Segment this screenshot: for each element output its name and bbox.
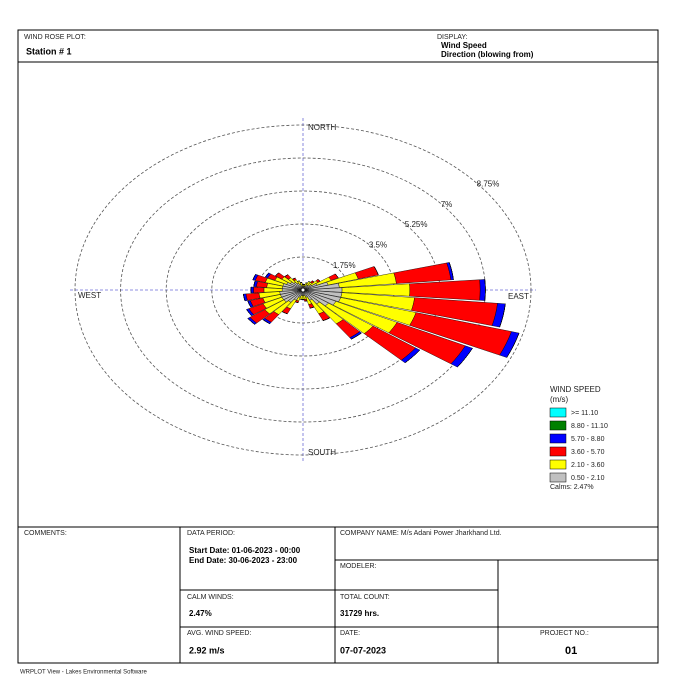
legend-label: 0.50 - 2.10 [571, 475, 605, 482]
ring-label: 3.5% [369, 240, 387, 249]
direction-label: WEST [78, 291, 101, 300]
legend-swatch [549, 459, 567, 470]
bar-segment [247, 318, 255, 325]
bar-segment [351, 332, 362, 340]
bar-segment [247, 300, 252, 308]
bar-segment [253, 286, 265, 294]
legend-swatch [549, 433, 567, 444]
display-line: Direction (blowing from) [441, 50, 534, 59]
display-label: DISPLAY: [437, 34, 468, 41]
legend-swatch [549, 420, 567, 431]
cell-label: AVG. WIND SPEED: [187, 630, 251, 637]
cell-label: TOTAL COUNT: [340, 594, 390, 601]
cell-label: DATA PERIOD: [187, 530, 235, 537]
cell-label: PROJECT NO.: [540, 630, 589, 637]
legend-label: 3.60 - 5.70 [571, 449, 605, 456]
bar-segment [479, 279, 486, 301]
legend-label: >= 11.10 [571, 410, 598, 417]
bar-segment [484, 279, 486, 301]
bar-segment [265, 272, 269, 278]
cell-value: End Date: 30-06-2023 - 23:00 [189, 556, 298, 565]
ring-label: 7% [441, 200, 453, 209]
plot-label: WIND ROSE PLOT: [24, 34, 86, 41]
bar-segment [449, 262, 454, 280]
station: Station # 1 [26, 46, 72, 56]
bar-segment [262, 319, 270, 324]
cell-label: COMPANY NAME: M/s Adani Power Jharkhand … [340, 530, 502, 537]
ring [74, 124, 532, 456]
legend-label: 5.70 - 8.80 [571, 436, 605, 443]
cell-label: CALM WINDS: [187, 594, 234, 601]
frame [17, 29, 659, 664]
bar-segment [297, 280, 300, 282]
calms-label: Calms: 2.47% [550, 484, 594, 491]
cell-value: Start Date: 01-06-2023 - 00:00 [189, 546, 301, 555]
direction-label: EAST [508, 292, 529, 301]
ring-label: 8.75% [477, 180, 500, 189]
legend-title: WIND SPEED [550, 385, 601, 394]
bar-segment [323, 317, 330, 321]
bar-segment [373, 266, 379, 276]
ring-label: 5.25% [405, 220, 428, 229]
bar-segment [284, 274, 289, 277]
bar-segment [282, 311, 288, 315]
bar-segment [295, 301, 299, 303]
bar-segment [252, 274, 256, 281]
cell-value: 31729 hrs. [340, 609, 379, 618]
direction-label: NORTH [308, 123, 337, 132]
bar-segment [246, 309, 252, 316]
footer: WRPLOT View - Lakes Environmental Softwa… [20, 670, 147, 676]
bar-segment [250, 286, 254, 294]
cell-value: 07-07-2023 [340, 645, 386, 655]
bar-segment [404, 349, 420, 363]
legend-swatch [549, 472, 567, 483]
bar-segment [292, 277, 296, 280]
legend-label: 2.10 - 3.60 [571, 462, 605, 469]
direction-label: SOUTH [308, 448, 336, 457]
bar-segment [243, 294, 246, 301]
display-line: Wind Speed [441, 41, 487, 50]
cell-value: 2.47% [189, 609, 212, 618]
legend-swatch [549, 446, 567, 457]
cell-label: MODELER: [340, 563, 377, 570]
bar-segment [457, 348, 473, 368]
bar-segment [506, 332, 520, 358]
legend-swatch [549, 407, 567, 418]
bar-segment [335, 273, 339, 278]
cell-value: 01 [565, 645, 577, 657]
bar-segment [253, 280, 256, 287]
bar-segment [499, 303, 506, 328]
cell-label: DATE: [340, 630, 360, 637]
cell-value: 2.92 m/s [189, 645, 225, 655]
bar-segment [275, 272, 280, 276]
center [301, 288, 305, 292]
bar-segment [317, 279, 321, 282]
bar-segment [309, 306, 314, 309]
cell-label: COMMENTS: [24, 530, 67, 537]
ring-label: 1.75% [333, 261, 356, 270]
legend-label: 8.80 - 11.10 [571, 423, 608, 430]
legend-unit: (m/s) [550, 395, 569, 404]
